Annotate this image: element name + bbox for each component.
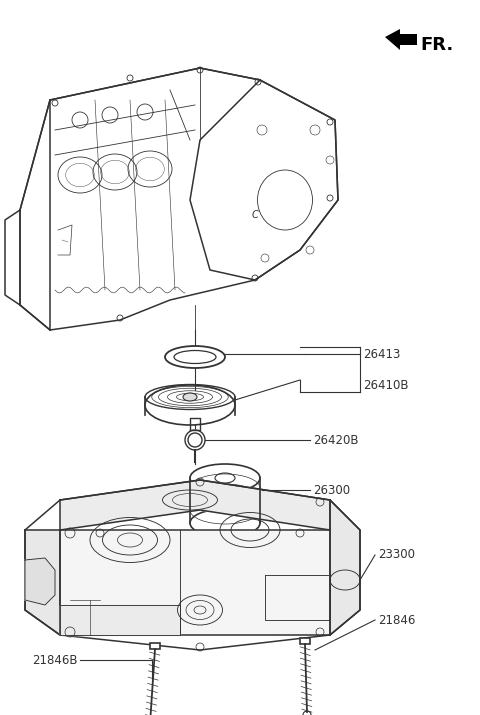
Text: 26420B: 26420B xyxy=(313,433,359,446)
Polygon shape xyxy=(60,605,180,635)
Text: 21846: 21846 xyxy=(378,613,415,626)
Text: 26413: 26413 xyxy=(363,347,400,360)
Text: C: C xyxy=(252,210,258,220)
Text: 21846B: 21846B xyxy=(33,654,78,666)
Polygon shape xyxy=(25,530,60,635)
Text: FR.: FR. xyxy=(420,36,453,54)
Text: 26300: 26300 xyxy=(313,483,350,496)
Polygon shape xyxy=(385,29,417,50)
Ellipse shape xyxy=(183,393,197,401)
Polygon shape xyxy=(330,500,360,635)
Polygon shape xyxy=(25,558,55,605)
Polygon shape xyxy=(60,480,330,530)
Polygon shape xyxy=(60,530,330,635)
Text: 23300: 23300 xyxy=(378,548,415,561)
Polygon shape xyxy=(150,643,160,649)
Text: 26410B: 26410B xyxy=(363,378,408,392)
Polygon shape xyxy=(300,638,310,644)
